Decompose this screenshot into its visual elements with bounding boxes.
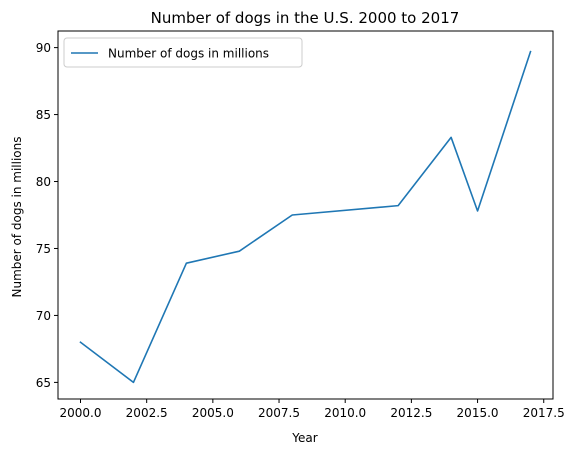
series-layer	[79, 50, 532, 384]
x-tick-label: 2002.5	[126, 406, 168, 420]
y-tick-label: 90	[36, 41, 51, 55]
x-tick-label: 2010.0	[324, 406, 366, 420]
y-axis-label: Number of dogs in millions	[10, 136, 24, 297]
legend-box	[63, 37, 303, 68]
series-line	[79, 50, 532, 384]
plot-area-frame	[57, 30, 554, 400]
x-tick-label: 2017.5	[523, 406, 565, 420]
x-tick-label: 2000.0	[60, 406, 102, 420]
y-axis-ticks: 65 70 75 80 85 90	[36, 41, 58, 390]
legend: Number of dogs in millions	[63, 37, 303, 68]
x-axis-label: Year	[291, 431, 317, 445]
x-tick-label: 2007.5	[258, 406, 300, 420]
legend-label: Number of dogs in millions	[108, 47, 269, 61]
x-axis-ticks: 2000.0 2002.5 2005.0 2007.5 2010.0 2012.5 2015…	[60, 399, 565, 420]
x-tick-label: 2005.0	[192, 406, 234, 420]
y-tick-label: 65	[36, 376, 51, 390]
y-tick-label: 85	[36, 108, 51, 122]
x-tick-label: 2012.5	[390, 406, 432, 420]
chart-title: Number of dogs in the U.S. 2000 to 2017	[151, 9, 460, 27]
y-tick-label: 75	[36, 242, 51, 256]
y-tick-label: 80	[36, 175, 51, 189]
y-tick-label: 70	[36, 309, 51, 323]
x-tick-label: 2015.0	[457, 406, 499, 420]
